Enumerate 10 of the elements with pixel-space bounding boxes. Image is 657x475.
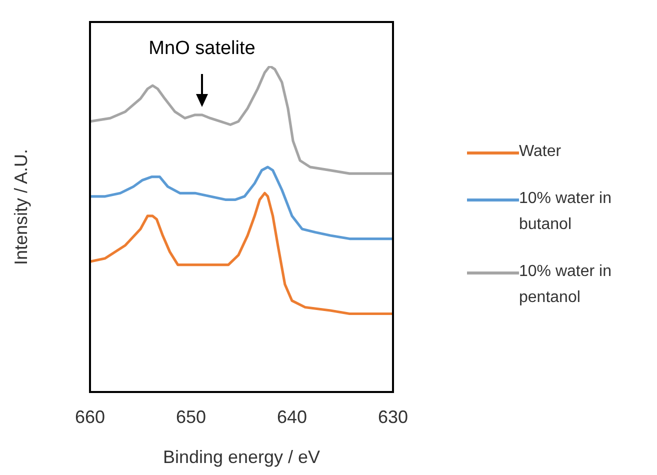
x-axis-title: Binding energy / eV	[162, 447, 320, 467]
x-tick-label: 630	[378, 406, 408, 427]
legend-label: 10% water in pentanol	[519, 262, 612, 308]
x-tick-label: 640	[276, 406, 308, 427]
y-axis-title: Intensity / A.U.	[11, 148, 31, 266]
text: MnO satelite	[148, 38, 256, 59]
legend-label: Water	[519, 142, 562, 162]
x-tick-label: 650	[176, 406, 206, 427]
x-tick-label: 660	[74, 406, 106, 427]
legend-label: 10% water in butanol	[519, 189, 612, 235]
